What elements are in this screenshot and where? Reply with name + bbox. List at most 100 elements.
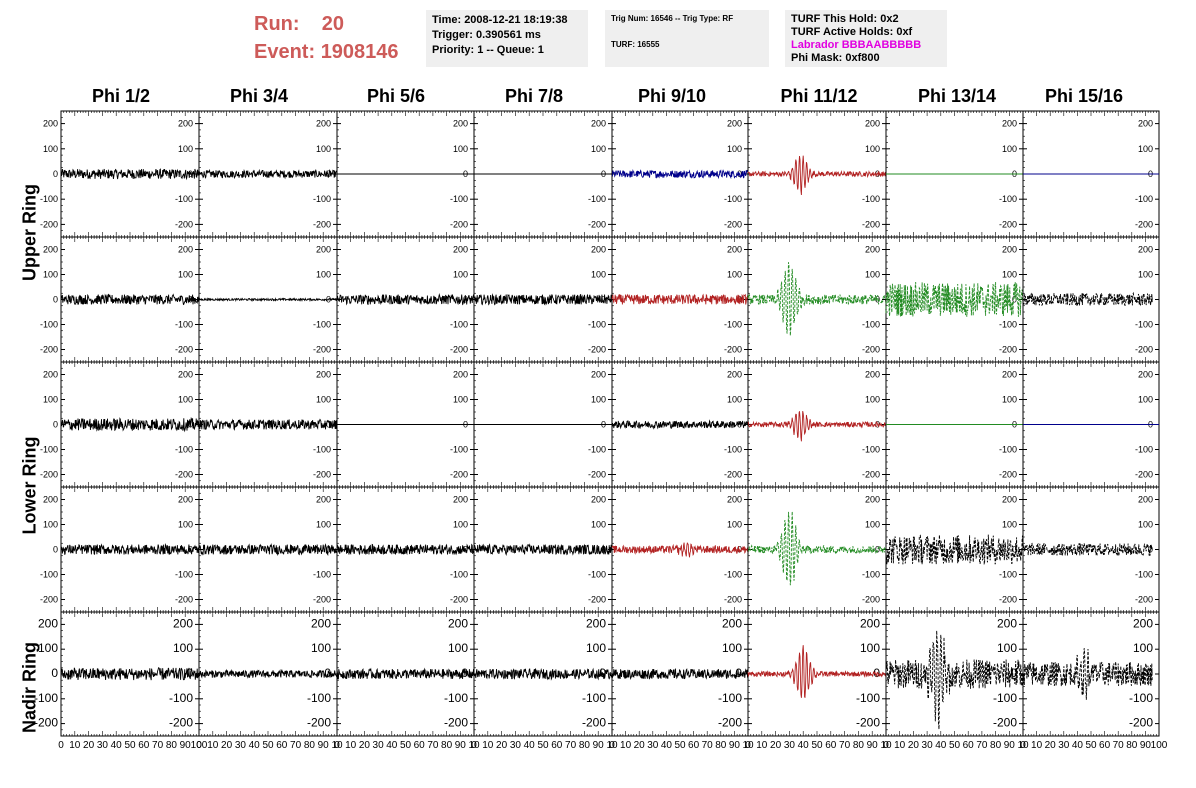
waveform-trace: [1023, 543, 1152, 555]
y-tick-label: -100: [175, 194, 193, 204]
y-tick-label: -200: [724, 470, 742, 480]
y-tick-label: 200: [43, 119, 58, 129]
y-tick-label: -200: [450, 345, 468, 355]
y-tick-label: -100: [999, 320, 1017, 330]
y-tick-label: 100: [586, 641, 606, 655]
y-tick-label: 100: [1138, 520, 1153, 530]
y-tick-label: -200: [40, 595, 58, 605]
waveform-trace: [748, 411, 886, 441]
y-tick-label: -100: [175, 570, 193, 580]
y-tick-label: 200: [316, 119, 331, 129]
waveform-trace: [199, 420, 337, 430]
y-tick-label: 200: [865, 495, 880, 505]
y-tick-label: 200: [448, 616, 468, 630]
y-tick-label: 200: [727, 245, 742, 255]
y-tick-label: -200: [999, 345, 1017, 355]
y-tick-label: 200: [1138, 495, 1153, 505]
y-tick-label: 200: [1002, 495, 1017, 505]
y-tick-label: -100: [588, 445, 606, 455]
y-tick-label: 200: [1002, 370, 1017, 380]
y-tick-label: -200: [450, 470, 468, 480]
y-tick-label: 100: [453, 520, 468, 530]
y-tick-label: -100: [582, 691, 606, 705]
y-tick-label: 100: [43, 144, 58, 154]
y-tick-label: 200: [453, 245, 468, 255]
y-tick-label: -100: [862, 194, 880, 204]
y-tick-label: -200: [450, 219, 468, 229]
y-tick-label: -100: [724, 445, 742, 455]
y-tick-label: -200: [444, 716, 468, 730]
waveform-trace: [612, 295, 748, 305]
y-tick-label: 200: [1002, 119, 1017, 129]
y-tick-label: 100: [311, 641, 331, 655]
y-tick-label: -200: [169, 716, 193, 730]
y-tick-label: -200: [313, 219, 331, 229]
y-tick-label: -100: [1135, 194, 1153, 204]
y-tick-label: -100: [1135, 570, 1153, 580]
y-tick-label: -200: [313, 595, 331, 605]
y-tick-label: 100: [1002, 144, 1017, 154]
y-tick-label: 100: [1138, 395, 1153, 405]
y-tick-label: -200: [1135, 219, 1153, 229]
y-tick-label: -200: [1135, 470, 1153, 480]
y-tick-label: -100: [1135, 320, 1153, 330]
y-tick-label: -100: [1135, 445, 1153, 455]
y-tick-label: 200: [453, 119, 468, 129]
y-tick-label: 100: [178, 144, 193, 154]
y-tick-label: 200: [591, 495, 606, 505]
y-tick-label: -200: [175, 219, 193, 229]
waveform-trace: [61, 668, 199, 680]
y-tick-label: 200: [865, 245, 880, 255]
waveform-trace: [886, 535, 1023, 565]
y-tick-label: -200: [175, 345, 193, 355]
y-tick-label: 100: [727, 270, 742, 280]
y-tick-label: 200: [727, 370, 742, 380]
y-tick-label: 100: [178, 270, 193, 280]
y-tick-label: -100: [444, 691, 468, 705]
y-tick-label: -200: [588, 595, 606, 605]
y-tick-label: 200: [586, 616, 606, 630]
y-tick-label: -100: [169, 691, 193, 705]
y-tick-label: -100: [307, 691, 331, 705]
waveform-trace: [337, 669, 474, 679]
y-tick-label: -200: [307, 716, 331, 730]
y-tick-label: -100: [588, 320, 606, 330]
waveform-trace: [199, 670, 337, 677]
y-tick-label: -100: [862, 445, 880, 455]
y-tick-label: -100: [175, 445, 193, 455]
y-tick-label: 200: [727, 119, 742, 129]
y-tick-label: 0: [53, 295, 58, 305]
y-tick-label: 200: [178, 495, 193, 505]
y-tick-label: -200: [862, 219, 880, 229]
y-tick-label: -200: [999, 470, 1017, 480]
y-tick-label: -200: [588, 219, 606, 229]
waveform-trace: [474, 545, 612, 555]
y-tick-label: -200: [999, 595, 1017, 605]
y-tick-label: 200: [453, 370, 468, 380]
y-tick-label: -100: [862, 320, 880, 330]
y-tick-label: -200: [724, 219, 742, 229]
y-tick-label: 100: [591, 395, 606, 405]
waveform-trace: [337, 545, 474, 555]
y-tick-label: 200: [178, 245, 193, 255]
waveform-trace: [337, 295, 474, 305]
waveform-trace: [1023, 293, 1152, 305]
y-tick-label: 200: [178, 119, 193, 129]
y-tick-label: 100: [43, 270, 58, 280]
y-tick-label: 200: [865, 370, 880, 380]
y-tick-label: 200: [865, 119, 880, 129]
y-tick-label: 100: [38, 641, 58, 655]
waveform-trace: [61, 295, 199, 305]
y-tick-label: -100: [40, 570, 58, 580]
y-tick-label: -100: [34, 691, 58, 705]
y-tick-label: -200: [862, 595, 880, 605]
y-tick-label: 200: [591, 119, 606, 129]
y-tick-label: -100: [450, 194, 468, 204]
y-tick-label: -100: [313, 445, 331, 455]
y-tick-label: 100: [865, 270, 880, 280]
panel-frame: [748, 237, 886, 362]
y-tick-label: 200: [38, 616, 58, 630]
y-tick-label: -100: [862, 570, 880, 580]
y-tick-label: 100: [43, 520, 58, 530]
